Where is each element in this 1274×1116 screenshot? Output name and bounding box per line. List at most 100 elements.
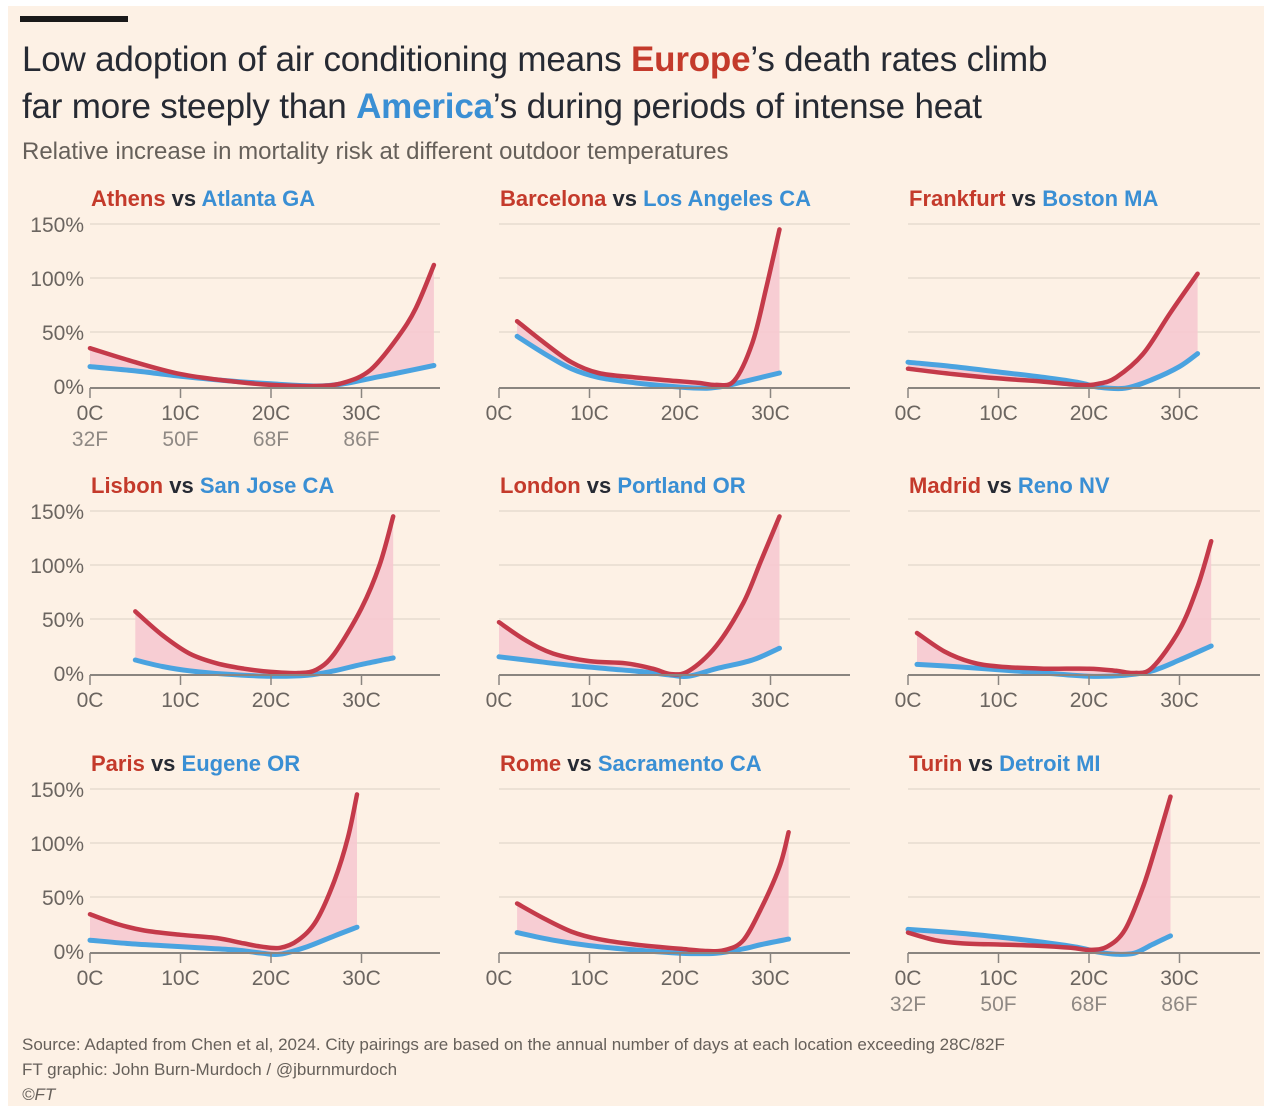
x-tick-label: 20C <box>252 402 291 425</box>
europe-city-label: London <box>500 473 581 498</box>
x-tick-label-fahrenheit: 68F <box>253 428 289 451</box>
series-line-europe <box>496 514 782 677</box>
y-tick-label: 0% <box>54 376 84 399</box>
x-tick-label: 20C <box>1070 967 1109 990</box>
gap-area <box>917 541 1212 677</box>
x-tick-label: 20C <box>661 967 700 990</box>
copyright: ©FT <box>22 1085 56 1104</box>
series-line-europe <box>133 514 396 676</box>
y-tick-label: 100% <box>30 268 84 291</box>
x-tick-label: 10C <box>570 402 609 425</box>
panel-label-turin-detroit-mi: Turin vs Detroit MI <box>909 751 1101 776</box>
europe-city-label: Frankfurt <box>909 186 1006 211</box>
y-tick-label: 0% <box>54 941 84 964</box>
source-note: Source: Adapted from Chen et al, 2024. C… <box>22 1035 1005 1054</box>
title-europe: Europe <box>631 40 751 79</box>
x-tick-label: 30C <box>1160 402 1199 425</box>
america-city-label: Los Angeles CA <box>643 186 811 211</box>
y-tick-label: 150% <box>30 779 84 802</box>
y-tick-label: 50% <box>42 609 84 632</box>
america-city-label: Detroit MI <box>999 751 1100 776</box>
x-tick-label: 10C <box>979 689 1018 712</box>
x-tick-label-fahrenheit: 32F <box>72 428 108 451</box>
x-tick-label: 30C <box>342 967 381 990</box>
gap-area <box>90 794 357 955</box>
x-tick-label: 0C <box>77 967 104 990</box>
x-tick-label-fahrenheit: 50F <box>980 993 1016 1016</box>
europe-city-label: Athens <box>91 186 166 211</box>
america-city-label: Reno NV <box>1018 473 1110 498</box>
x-tick-label: 30C <box>751 967 790 990</box>
gap-area <box>90 265 434 387</box>
y-tick-label: 100% <box>30 555 84 578</box>
panel-label-barcelona-los-angeles-ca: Barcelona vs Los Angeles CA <box>500 186 811 211</box>
gap-area <box>499 516 780 677</box>
europe-city-label: Lisbon <box>91 473 163 498</box>
europe-city-label: Turin <box>909 751 962 776</box>
series-line-europe <box>905 794 1173 953</box>
america-city-label: Sacramento CA <box>598 751 762 776</box>
europe-city-label: Madrid <box>909 473 981 498</box>
y-tick-label: 50% <box>42 887 84 910</box>
x-tick-label: 30C <box>342 402 381 425</box>
graphic-credit: FT graphic: John Burn-Murdoch / @jburnmu… <box>22 1060 398 1079</box>
x-tick-label: 20C <box>661 689 700 712</box>
x-tick-label-fahrenheit: 68F <box>1071 993 1107 1016</box>
gap-area <box>908 273 1198 389</box>
chart-title: Low adoption of air conditioning means E… <box>22 36 1242 130</box>
series-line-america <box>496 645 782 680</box>
gap-area <box>517 832 789 954</box>
america-city-label: Boston MA <box>1042 186 1158 211</box>
x-tick-label-fahrenheit: 86F <box>1161 993 1197 1016</box>
x-tick-label: 30C <box>751 402 790 425</box>
vs-label: vs <box>145 751 182 776</box>
title-america: America <box>356 87 493 126</box>
x-tick-label: 10C <box>161 689 200 712</box>
title-line2-prefix: far more steeply than <box>22 87 357 126</box>
x-tick-label: 0C <box>77 689 104 712</box>
x-tick-label: 20C <box>661 402 700 425</box>
vs-label: vs <box>981 473 1018 498</box>
x-tick-label-fahrenheit: 32F <box>890 993 926 1016</box>
america-city-label: San Jose CA <box>200 473 335 498</box>
y-tick-label: 150% <box>30 501 84 524</box>
panel-label-london-portland-or: London vs Portland OR <box>500 473 746 498</box>
europe-city-label: Barcelona <box>500 186 607 211</box>
x-tick-label: 30C <box>751 689 790 712</box>
series-line-europe <box>514 227 782 388</box>
x-tick-label: 20C <box>252 967 291 990</box>
gap-area <box>517 229 780 389</box>
y-tick-label: 100% <box>30 833 84 856</box>
series-line-europe <box>87 262 437 389</box>
x-tick-label: 0C <box>486 402 513 425</box>
x-tick-label: 30C <box>1160 967 1199 990</box>
panel-label-athens-atlanta-ga: Athens vs Atlanta GA <box>91 186 315 211</box>
series-line-europe <box>914 538 1214 676</box>
x-tick-label: 10C <box>161 402 200 425</box>
ft-accent-bar <box>20 16 128 22</box>
series-line-europe <box>87 792 360 951</box>
y-tick-label: 150% <box>30 214 84 237</box>
vs-label: vs <box>581 473 618 498</box>
x-tick-label: 30C <box>342 689 381 712</box>
europe-city-label: Rome <box>500 751 561 776</box>
chart-subtitle: Relative increase in mortality risk at d… <box>22 138 729 165</box>
x-tick-label: 10C <box>570 689 609 712</box>
x-tick-label: 20C <box>1070 689 1109 712</box>
chart-card: Low adoption of air conditioning means E… <box>8 6 1264 1106</box>
america-city-label: Portland OR <box>617 473 745 498</box>
x-tick-label: 0C <box>486 689 513 712</box>
x-tick-label: 10C <box>979 402 1018 425</box>
x-tick-label: 0C <box>895 967 922 990</box>
series-line-america <box>87 924 360 958</box>
title-line2-suffix: ’s during periods of intense heat <box>492 87 982 126</box>
x-tick-label: 0C <box>486 967 513 990</box>
x-tick-label: 10C <box>161 967 200 990</box>
x-tick-label-fahrenheit: 50F <box>162 428 198 451</box>
footer: Source: Adapted from Chen et al, 2024. C… <box>22 1032 1005 1107</box>
small-multiples: Athens vs Atlanta GA 150% 100% 50% 0% 0C 32F 10… <box>30 186 1260 1016</box>
x-tick-label: 0C <box>895 402 922 425</box>
panel-label-frankfurt-boston-ma: Frankfurt vs Boston MA <box>909 186 1158 211</box>
vs-label: vs <box>561 751 598 776</box>
america-city-label: Atlanta GA <box>201 186 315 211</box>
